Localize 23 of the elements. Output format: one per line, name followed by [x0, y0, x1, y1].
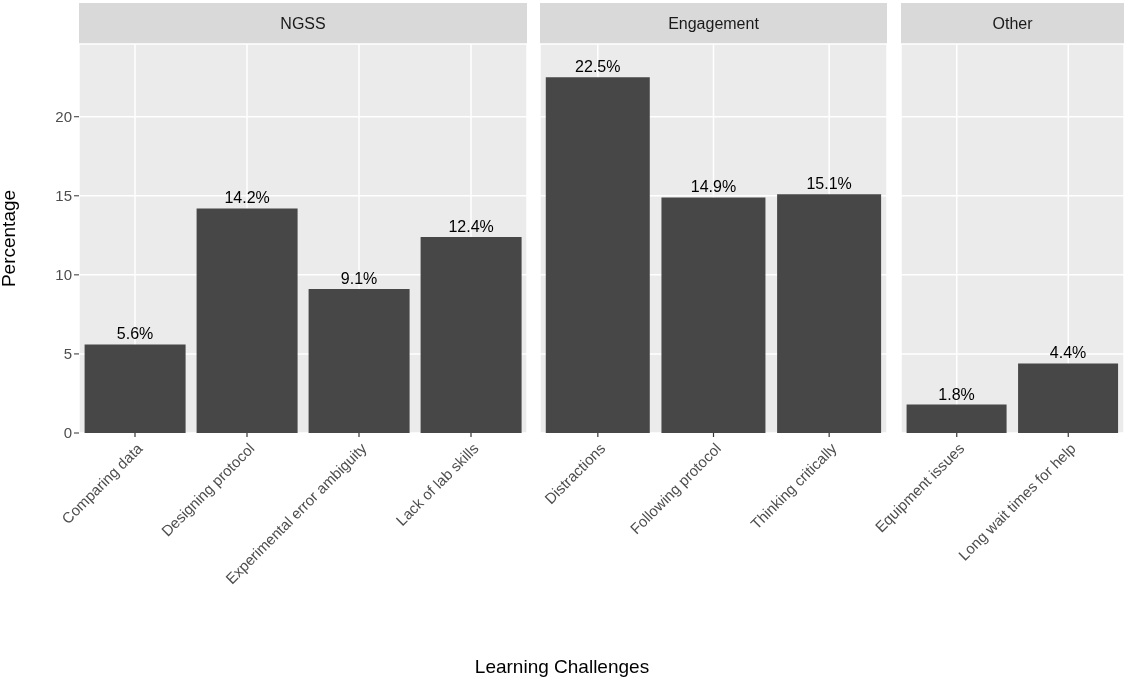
bar: [84, 344, 186, 433]
chart-title: NGSS: [79, 3, 527, 44]
bar: [308, 289, 410, 433]
y-tick-label: 0: [63, 424, 72, 442]
data-label: 12.4%: [448, 217, 494, 235]
y-axis-title: Percentage: [0, 189, 19, 288]
chart-title: Engagement: [540, 3, 887, 44]
data-label: 14.2%: [224, 189, 270, 207]
y-tick-label: 20: [55, 108, 72, 126]
chart-title: Other: [901, 3, 1124, 44]
data-label: 5.6%: [116, 325, 154, 343]
y-tick-label: 10: [55, 266, 72, 284]
data-label: 9.1%: [340, 270, 378, 288]
x-axis-title: Learning Challenges: [473, 656, 651, 678]
data-label: 4.4%: [1049, 344, 1087, 362]
bar: [196, 208, 298, 433]
data-label: 1.8%: [938, 385, 975, 403]
bar: [420, 236, 522, 433]
y-tick-label: 15: [55, 187, 72, 205]
data-label: 14.9%: [690, 178, 737, 196]
data-label: 15.1%: [806, 175, 852, 193]
data-label: 22.5%: [575, 58, 621, 76]
y-tick-label: 5: [63, 345, 72, 363]
